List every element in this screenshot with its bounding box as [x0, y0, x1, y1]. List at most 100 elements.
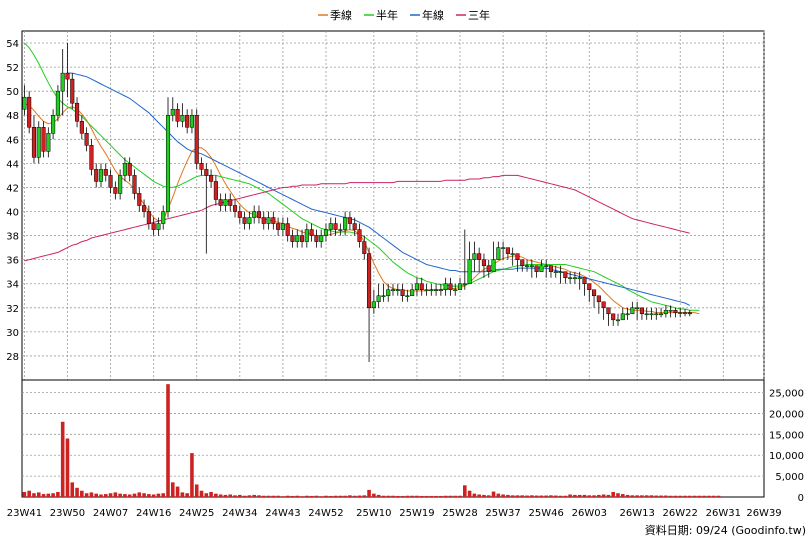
candle-body [343, 217, 348, 230]
candlestick [438, 283, 443, 296]
candle-body [563, 271, 568, 278]
candle-body [79, 121, 84, 134]
candle-body [242, 217, 247, 224]
volume-bar [161, 493, 166, 497]
candle-body [534, 265, 539, 272]
candlestick [515, 253, 520, 272]
candlestick [419, 277, 424, 296]
candlestick [204, 163, 209, 254]
volume-bar [314, 495, 319, 497]
volume-bar [491, 491, 496, 497]
candle-body [266, 217, 271, 224]
legend: 季線 半年 年線 三年 [318, 8, 490, 22]
volume-bar [218, 494, 223, 497]
candle-body [429, 289, 434, 291]
candle-body [611, 313, 616, 321]
candle-body [625, 313, 630, 316]
candle-body [237, 211, 242, 218]
candlestick [371, 289, 376, 314]
candlestick [165, 97, 171, 218]
candle-body [687, 312, 692, 315]
volume-bar [228, 494, 233, 497]
candle-body [189, 114, 194, 128]
candle-body [668, 309, 673, 312]
x-tick-label: 26W31 [706, 508, 741, 519]
candlestick [534, 265, 539, 278]
volume-bar [553, 495, 558, 497]
volume-bar [391, 495, 395, 497]
legend-item: 季線 [318, 8, 352, 22]
candlestick [276, 217, 281, 236]
candle-body [592, 289, 597, 297]
candlestick [108, 169, 113, 194]
candle-body [620, 313, 625, 321]
candlestick [501, 241, 506, 260]
volume-tick-label: 25,000 [769, 389, 804, 400]
volume-bar [692, 495, 697, 497]
candle-body [280, 223, 285, 230]
candlestick [175, 103, 180, 128]
candle-body [347, 217, 352, 224]
candlestick [156, 217, 161, 236]
candle-body [572, 277, 577, 279]
volume-bar [415, 495, 419, 497]
candlestick [118, 169, 123, 200]
candle-body [663, 309, 668, 315]
volume-bar [376, 494, 381, 497]
candlestick [261, 211, 266, 230]
volume-bar [587, 495, 592, 497]
candle-body [558, 271, 563, 273]
data-date-footer: 資料日期: 09/24 (Goodinfo.tw) [645, 523, 806, 537]
candle-body [501, 247, 506, 249]
x-tick-label: 24W07 [93, 508, 128, 519]
volume-bar [352, 495, 357, 497]
volume-bar [386, 495, 391, 497]
volume-bar [530, 495, 534, 497]
volume-bar [410, 495, 414, 497]
candlestick [209, 169, 214, 188]
candle-body [103, 169, 108, 176]
candlestick [84, 127, 89, 152]
x-axis: 23W41 23W50 24W07 24W16 24W25 24W34 24W43 24W52… [7, 508, 782, 519]
volume-bar [309, 495, 314, 497]
candle-body [529, 265, 534, 267]
price-tick-label: 38 [6, 232, 19, 243]
candlestick [558, 265, 563, 284]
candlestick [151, 217, 156, 236]
volume-bar [640, 495, 644, 497]
candlestick [553, 265, 558, 278]
volume-bar [56, 491, 60, 497]
volume-bar [46, 493, 51, 497]
candle-body [424, 289, 429, 291]
price-tick-label: 36 [6, 256, 19, 267]
candle-body [142, 205, 147, 212]
volume-bar [147, 494, 151, 497]
x-tick-label: 25W46 [529, 508, 564, 519]
candlestick [654, 307, 659, 320]
candlestick [223, 193, 228, 212]
candle-body [252, 211, 257, 218]
candle-body [146, 211, 151, 224]
candlestick [668, 305, 673, 318]
candle-body [357, 229, 362, 242]
volume-bar [381, 495, 386, 497]
x-tick-label: 24W25 [179, 508, 214, 519]
candlestick [467, 241, 472, 284]
candlestick [362, 235, 367, 260]
candle-body [338, 229, 343, 231]
candlestick [103, 163, 108, 182]
candlestick [333, 217, 338, 236]
candle-body [630, 307, 635, 315]
volume-bar [544, 495, 548, 497]
volume-bar [276, 495, 280, 497]
volume-bar [285, 495, 290, 497]
candle-body [457, 283, 463, 290]
volume-bar [238, 494, 242, 497]
candlestick [252, 205, 257, 224]
volume-tick-label: 20,000 [769, 409, 804, 420]
volume-bar [132, 493, 137, 497]
volume-bar [151, 494, 156, 497]
volume-bar [80, 490, 84, 497]
volume-bar [683, 495, 687, 497]
